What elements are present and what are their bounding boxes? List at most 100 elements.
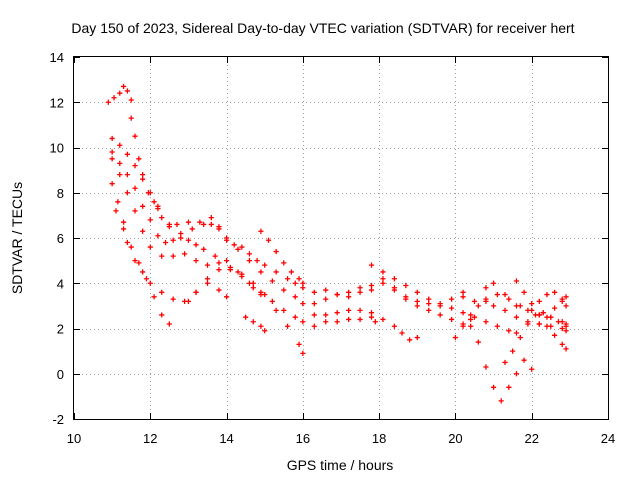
data-point bbox=[159, 215, 165, 221]
data-point bbox=[285, 323, 291, 329]
series-track-10 bbox=[243, 314, 268, 334]
data-point bbox=[193, 289, 199, 295]
data-point bbox=[281, 287, 287, 293]
data-point bbox=[140, 203, 146, 209]
data-point bbox=[197, 219, 203, 225]
data-point bbox=[521, 357, 527, 363]
data-point bbox=[452, 334, 459, 341]
data-point bbox=[536, 298, 542, 304]
series-track-21 bbox=[513, 278, 569, 352]
data-point bbox=[178, 235, 184, 241]
data-point bbox=[475, 339, 481, 345]
data-point bbox=[109, 181, 115, 187]
series-track-11 bbox=[258, 228, 306, 286]
data-point bbox=[563, 346, 569, 352]
data-point bbox=[227, 267, 233, 273]
data-point bbox=[475, 303, 481, 309]
data-point bbox=[174, 221, 180, 228]
data-point bbox=[391, 287, 397, 293]
data-point bbox=[140, 228, 146, 234]
data-point bbox=[216, 267, 222, 273]
series-track-9 bbox=[185, 267, 264, 304]
y-tick-label: 10 bbox=[50, 141, 64, 156]
data-point bbox=[159, 312, 165, 318]
data-point bbox=[128, 244, 134, 250]
y-tick-label: 6 bbox=[57, 231, 64, 246]
data-point bbox=[128, 115, 134, 121]
data-point bbox=[506, 384, 512, 390]
data-point bbox=[246, 258, 253, 264]
data-point bbox=[166, 321, 172, 327]
data-point bbox=[368, 282, 375, 289]
y-tick-label: 14 bbox=[50, 50, 64, 65]
data-point bbox=[170, 237, 176, 243]
data-point bbox=[502, 359, 508, 366]
data-point bbox=[407, 337, 413, 343]
data-point bbox=[536, 312, 542, 318]
data-point bbox=[449, 305, 455, 311]
data-point bbox=[414, 334, 420, 341]
data-point bbox=[426, 301, 432, 307]
data-point bbox=[204, 262, 211, 268]
data-point bbox=[368, 310, 375, 316]
data-point bbox=[468, 323, 474, 329]
data-point bbox=[273, 307, 279, 313]
data-point bbox=[212, 253, 218, 259]
data-point bbox=[124, 190, 130, 196]
data-point bbox=[132, 133, 138, 139]
x-tick-label: 10 bbox=[67, 431, 81, 446]
data-point bbox=[510, 348, 516, 354]
data-point bbox=[490, 303, 497, 309]
data-point bbox=[544, 291, 550, 298]
series-track-23 bbox=[536, 294, 569, 327]
series-track-20 bbox=[502, 310, 569, 366]
data-point bbox=[300, 301, 306, 307]
data-point bbox=[529, 307, 535, 313]
data-point bbox=[490, 280, 497, 286]
y-tick-label: 8 bbox=[57, 186, 64, 201]
y-tick-label: 0 bbox=[57, 367, 64, 382]
data-series bbox=[105, 83, 569, 404]
data-point bbox=[414, 289, 420, 295]
data-point bbox=[140, 176, 146, 182]
data-point bbox=[460, 323, 466, 329]
data-point bbox=[536, 321, 542, 327]
data-point bbox=[380, 316, 386, 323]
data-point bbox=[494, 291, 500, 298]
x-axis-label: GPS time / hours bbox=[287, 457, 394, 473]
data-point bbox=[555, 319, 562, 325]
data-point bbox=[426, 296, 432, 302]
data-point bbox=[552, 289, 558, 295]
data-point bbox=[346, 289, 352, 295]
data-point bbox=[132, 258, 138, 264]
data-point bbox=[300, 280, 306, 286]
data-point bbox=[136, 260, 142, 266]
data-point bbox=[262, 262, 268, 268]
data-point bbox=[449, 296, 455, 302]
data-point bbox=[559, 341, 565, 347]
data-point bbox=[300, 319, 306, 325]
data-point bbox=[120, 226, 127, 232]
data-point bbox=[124, 239, 130, 246]
series-track-4 bbox=[109, 149, 306, 325]
data-point bbox=[109, 156, 115, 162]
data-point bbox=[311, 289, 317, 295]
data-point bbox=[529, 366, 535, 372]
data-point bbox=[502, 291, 508, 298]
data-point bbox=[521, 289, 527, 295]
data-point bbox=[250, 280, 256, 286]
data-point bbox=[300, 285, 306, 291]
data-point bbox=[185, 237, 192, 243]
series-track-16 bbox=[368, 262, 520, 336]
data-point bbox=[250, 285, 256, 291]
data-point bbox=[162, 239, 169, 246]
series-track-19 bbox=[483, 280, 569, 327]
data-point bbox=[105, 99, 111, 105]
data-point bbox=[323, 319, 329, 325]
data-point bbox=[258, 228, 264, 234]
data-point bbox=[552, 332, 558, 338]
data-point bbox=[292, 280, 298, 286]
data-point bbox=[513, 314, 520, 320]
data-point bbox=[334, 319, 340, 325]
y-axis-label: SDTVAR / TECUs bbox=[9, 182, 25, 294]
